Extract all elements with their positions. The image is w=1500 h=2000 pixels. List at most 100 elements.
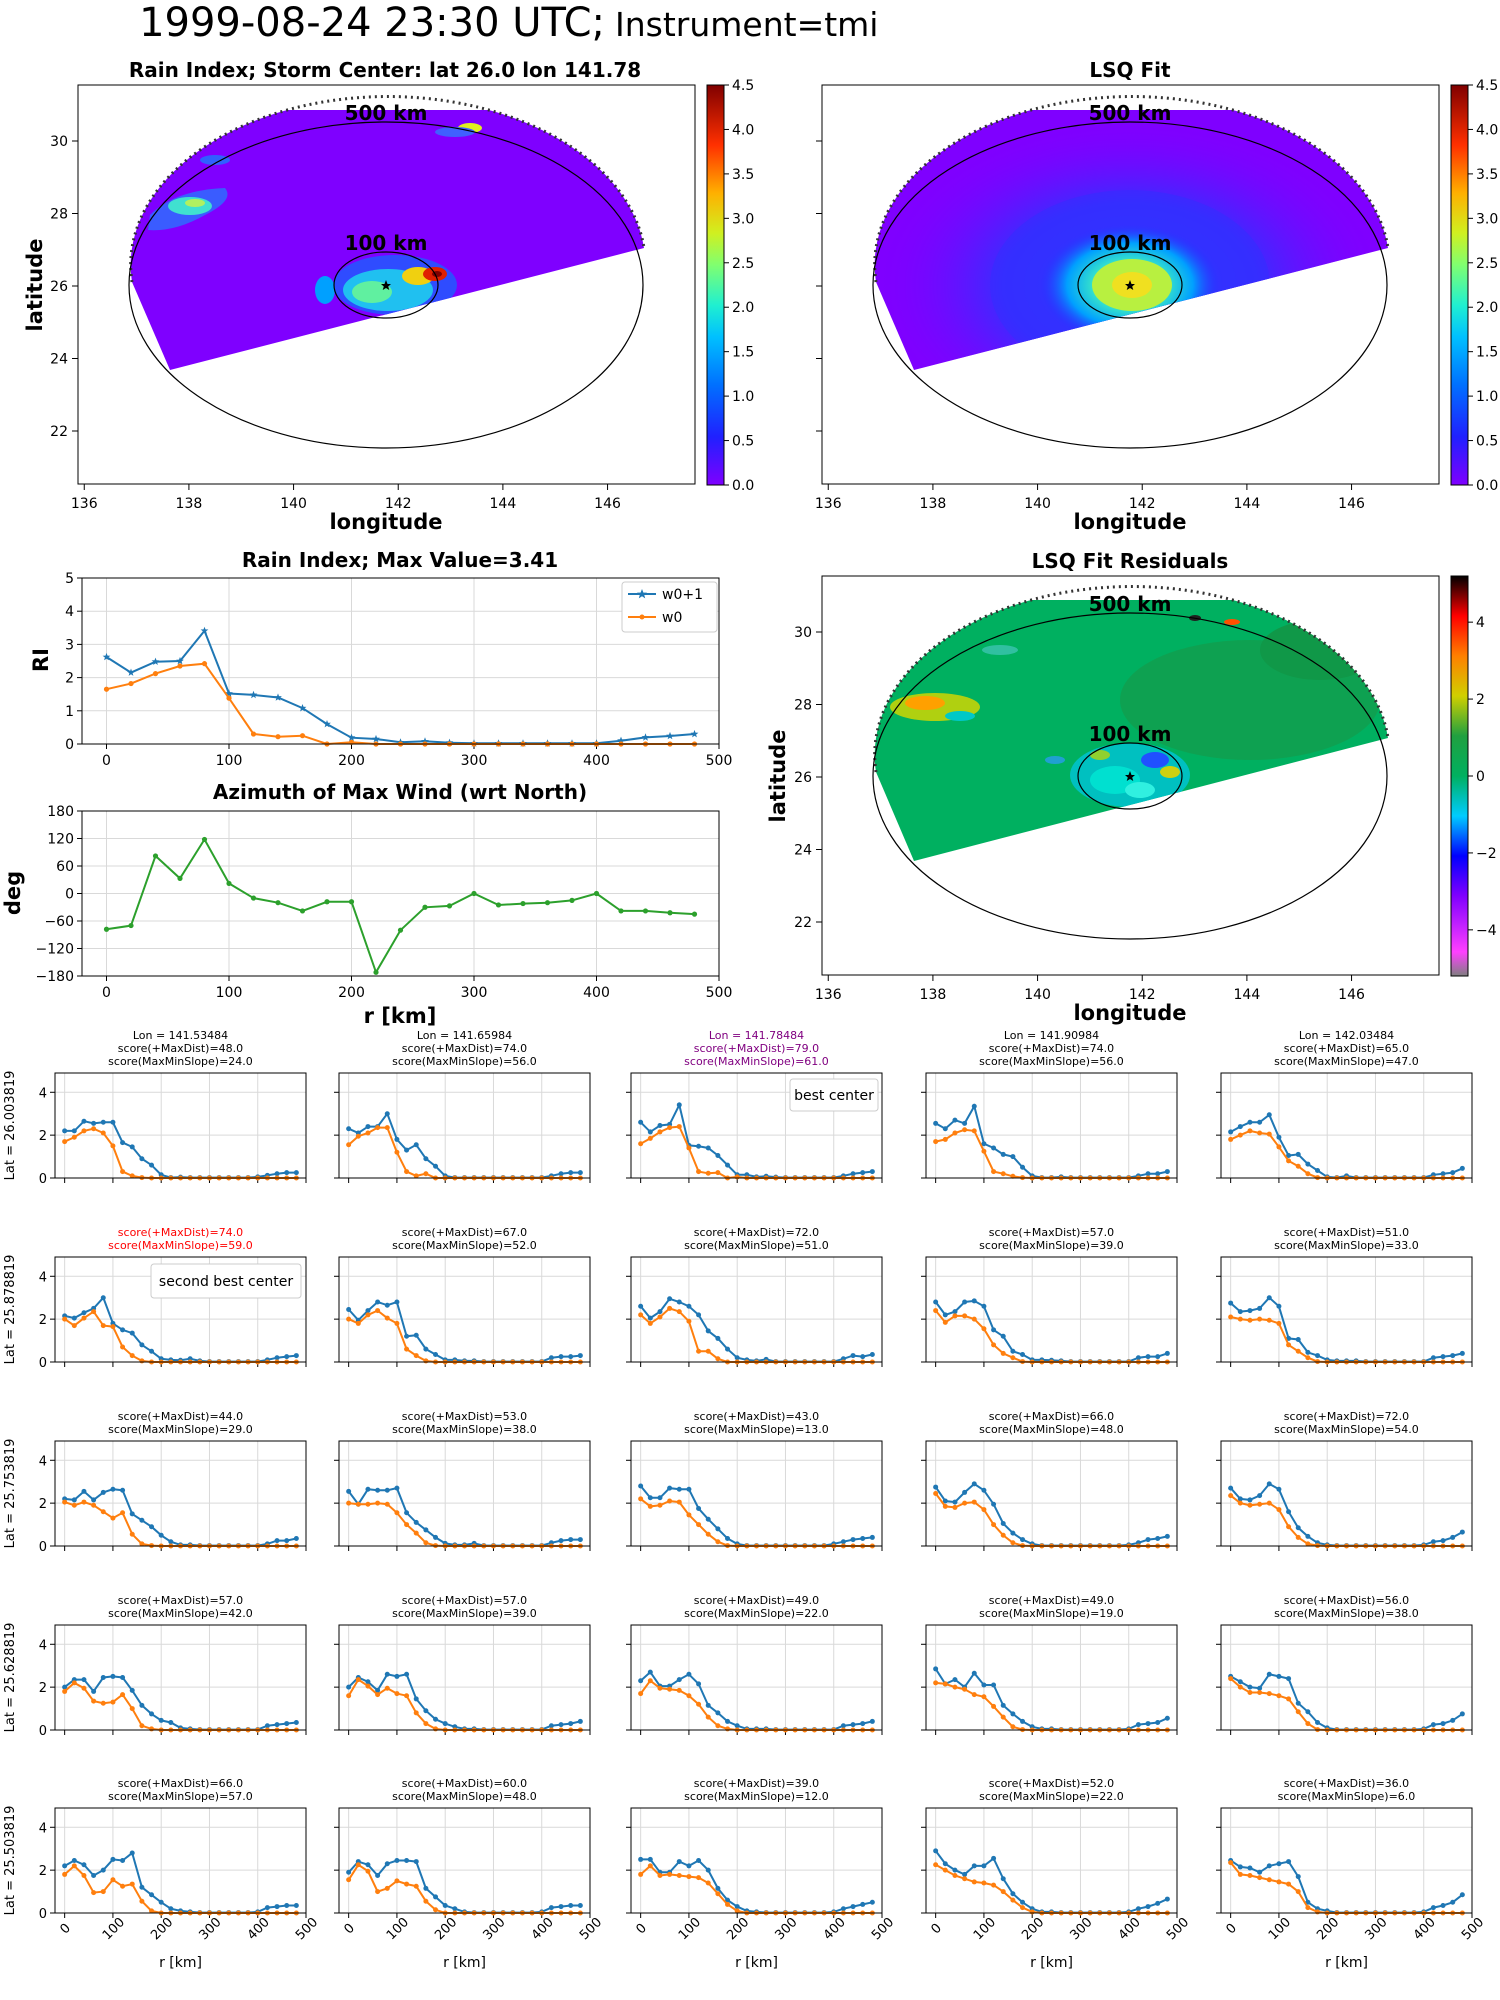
series-w0-point <box>1257 1316 1263 1322</box>
series-w0p1-point <box>1145 1904 1151 1910</box>
series-w0p1-point <box>375 1687 381 1693</box>
x-tick-label: 100 <box>100 1915 128 1943</box>
plot-frame <box>1220 1256 1473 1363</box>
series-w0p1-point <box>690 729 699 738</box>
series-w0p1-point <box>110 1673 116 1679</box>
series-w0-point <box>696 1169 702 1175</box>
series-w0p1-point <box>404 1147 410 1153</box>
series-w0p1-point <box>71 1497 77 1503</box>
plot-frame <box>630 1072 883 1179</box>
y-tick-label: 2 <box>39 1864 47 1879</box>
series-w0p1-point <box>91 1120 97 1126</box>
plot-area <box>926 1625 1177 1730</box>
series-w0p1-point <box>657 1495 663 1501</box>
series-w0p1-point <box>952 1867 958 1873</box>
series-w0p1-point <box>705 1867 711 1873</box>
series-w0p1-point <box>149 1711 155 1717</box>
series-w0p1-point <box>558 1538 564 1544</box>
series-w0-point <box>394 1510 400 1516</box>
y-tick-label: 3 <box>65 637 74 653</box>
series-w0p1-point <box>715 1526 721 1532</box>
series-w0p1-point <box>394 1299 400 1305</box>
series-w0p1-point <box>384 1671 390 1677</box>
colorbar-tick-label: 0.5 <box>1476 434 1498 450</box>
panel-row-label: Lat = 26.003819 <box>3 1071 18 1181</box>
series-w0p1-point <box>548 1905 554 1911</box>
map-xlabel: longitude <box>1073 510 1186 534</box>
series-w0-point <box>1237 1316 1243 1322</box>
plot-area <box>339 1073 590 1178</box>
series-w0-point <box>1305 1905 1311 1911</box>
candidate-panel: Lon = 141.90984score(+MaxDist)=74.0score… <box>921 1029 1178 1183</box>
series-w0-point <box>110 1699 116 1705</box>
series-w0p1-point <box>284 1903 290 1908</box>
series-w0-point <box>1266 1691 1272 1697</box>
series-w0p1-point <box>120 1675 126 1680</box>
y-tick-label: 4 <box>39 1270 47 1285</box>
series-w0-point <box>62 1688 68 1694</box>
series-w0-point <box>71 1502 77 1508</box>
series-azimuth-point <box>691 911 698 917</box>
series-w0p1-point <box>1276 1486 1282 1492</box>
series-w0p1-point <box>705 1328 711 1334</box>
series-w0-point <box>1295 1348 1301 1354</box>
second-best-center-label: second best center <box>159 1274 293 1290</box>
series-w0-point <box>1305 1171 1311 1177</box>
x-tick-label: 200 <box>1314 1915 1342 1943</box>
x-tick-label: 300 <box>461 985 488 1001</box>
series-w0p1-point <box>548 1723 554 1729</box>
series-w0-point <box>991 1169 997 1175</box>
series-w0p1-point <box>860 1721 866 1727</box>
series-w0-point <box>355 1133 361 1139</box>
map-xlabel: longitude <box>329 510 442 534</box>
plot-area <box>1221 1625 1472 1730</box>
series-w0-point <box>962 1500 968 1506</box>
series-w0-point <box>667 1305 673 1311</box>
colorbar-tick-label: 3.5 <box>732 167 754 183</box>
series-w0p1-point <box>347 733 356 741</box>
series-w0p1-point <box>981 1487 987 1493</box>
panel-lon-label: Lon = 141.65984 <box>417 1029 512 1042</box>
series-w0p1-point <box>725 1346 731 1352</box>
plot-frame <box>925 1624 1178 1731</box>
series-w0p1-point <box>375 1873 381 1878</box>
lsq-fit-map-title: LSQ Fit <box>1089 58 1171 82</box>
rain-index-profile-title: Rain Index; Max Value=3.41 <box>242 548 558 572</box>
series-w0-point <box>250 731 257 737</box>
series-w0p1-point <box>850 1722 856 1728</box>
series-w0-point <box>423 1171 429 1177</box>
series-w0p1-point <box>860 1170 866 1176</box>
candidate-panel: score(+MaxDist)=72.0score(MaxMinSlope)=5… <box>1216 1410 1473 1551</box>
panel-xlabel: r [km] <box>443 1955 486 1971</box>
series-w0p1-point <box>933 1299 939 1305</box>
series-w0p1-point <box>1286 1509 1292 1515</box>
series-w0-point <box>657 1873 663 1878</box>
panel-score-maxminslope: score(MaxMinSlope)=59.0 <box>108 1239 253 1252</box>
series-w0p1-point <box>158 1717 164 1723</box>
panel-lon-label: Lon = 142.03484 <box>1299 1029 1394 1042</box>
series-w0-point <box>1295 1889 1301 1895</box>
series-w0p1-point <box>991 1682 997 1688</box>
colorbar-tick-label: 0.5 <box>732 434 754 450</box>
y-tick-label: 4 <box>39 1454 47 1469</box>
series-w0p1-point <box>225 689 233 697</box>
series-w0p1-point <box>568 1354 574 1360</box>
series-w0-point <box>715 1356 721 1362</box>
series-w0p1-point <box>686 1671 692 1677</box>
series-w0p1-point <box>1305 1709 1311 1715</box>
series-w0p1-point <box>558 1904 564 1910</box>
series-w0p1-point <box>696 1681 702 1687</box>
series-w0p1-point <box>1010 1711 1016 1717</box>
series-w0p1-point <box>933 1120 939 1126</box>
lsq-fit-colorbar: 0.0 0.5 1.0 1.5 2.0 2.5 3.0 3.5 4.0 4.5 <box>1450 78 1498 494</box>
series-w0p1-point <box>71 1858 77 1863</box>
panel-score-maxminslope: score(MaxMinSlope)=24.0 <box>108 1055 253 1068</box>
series-w0-point <box>638 1871 644 1877</box>
series-w0p1-point <box>971 1863 977 1869</box>
panel-score-maxminslope: score(MaxMinSlope)=38.0 <box>1274 1607 1419 1620</box>
series-w0p1-point <box>139 1702 145 1708</box>
y-tick-label: 4 <box>39 1086 47 1101</box>
series-w0p1-point <box>421 737 429 745</box>
ring-100km <box>1077 742 1183 810</box>
